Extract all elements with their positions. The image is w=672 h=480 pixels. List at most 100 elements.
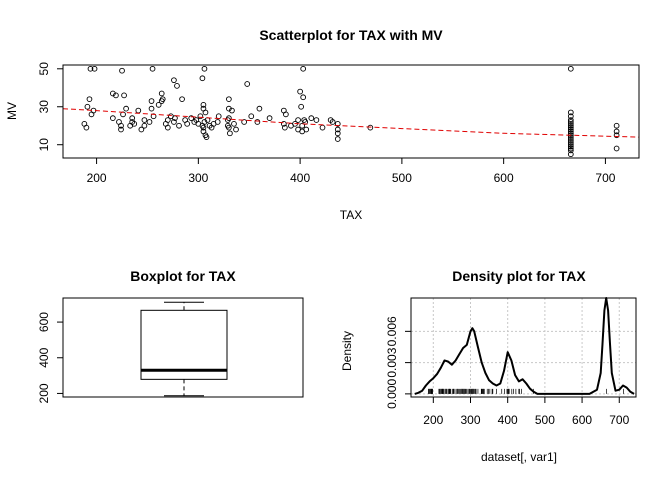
scatter-point — [567, 145, 574, 152]
scatter-point — [299, 122, 306, 129]
scatter-point — [233, 126, 239, 133]
scatter-point — [256, 105, 263, 112]
scatter-point — [567, 117, 574, 123]
scatter-point — [164, 117, 171, 123]
scatter-point — [280, 120, 287, 127]
density-x-tick-label: 300 — [460, 413, 480, 427]
scatter-point — [155, 102, 162, 108]
scatter-point — [300, 94, 307, 101]
scatter-axes: 200 300 400 500 600 700 10 30 50 — [37, 62, 616, 185]
scatter-point — [297, 88, 303, 95]
density-xlabel: dataset[, var1] — [481, 450, 557, 464]
density-x-tick-label: 600 — [572, 413, 592, 427]
density-frame — [410, 297, 637, 398]
scatter-point — [334, 126, 341, 133]
scatter-point — [135, 107, 142, 114]
scatter-point — [266, 115, 273, 121]
boxplot-axes: 200 400 600 — [37, 312, 63, 403]
density-x-tick-label: 400 — [498, 413, 518, 427]
density-y-tick-label: 0.000 — [385, 379, 399, 409]
scatter-point — [313, 117, 320, 123]
scatter-x-tick-label: 700 — [595, 171, 615, 185]
scatter-point — [188, 115, 195, 121]
scatter-point — [567, 122, 574, 129]
scatter-point — [184, 120, 191, 127]
scatter-point — [171, 77, 177, 84]
density-line — [414, 297, 635, 395]
boxplot-panel: Boxplot for TAX 200 400 600 — [37, 268, 304, 403]
scatter-point — [141, 122, 148, 129]
scatter-point — [567, 124, 574, 131]
scatter-point — [334, 120, 341, 127]
scatter-title: Scatterplot for TAX with MV — [259, 27, 443, 43]
scatter-point — [197, 113, 204, 120]
density-x-tick-label: 500 — [535, 413, 555, 427]
scatter-point — [214, 119, 221, 125]
scatter-x-tick-label: 300 — [188, 171, 208, 185]
density-curve — [414, 297, 635, 395]
scatter-point — [567, 65, 574, 72]
scatter-point — [241, 119, 247, 125]
scatter-point — [613, 122, 620, 129]
scatter-xlabel: TAX — [340, 208, 362, 222]
scatter-point — [567, 147, 574, 154]
scatter-point — [201, 65, 208, 72]
scatter-point — [86, 96, 93, 103]
scatter-point — [87, 65, 94, 72]
scatter-point — [229, 107, 235, 114]
scatter-point — [179, 96, 185, 103]
scatter-point — [329, 119, 336, 125]
scatter-point — [123, 105, 129, 112]
scatter-point — [176, 122, 182, 129]
scatter-y-tick-label: 50 — [37, 62, 51, 76]
scatter-point — [298, 103, 304, 110]
scatter-point — [282, 124, 288, 131]
scatter-point — [231, 120, 237, 127]
scatter-point — [567, 130, 574, 137]
density-y-tick-label: 0.003 — [385, 347, 399, 377]
density-x-tick-label: 200 — [423, 413, 443, 427]
scatter-point — [110, 115, 116, 121]
density-panel: Density plot for TAX dataset[, var1] Den… — [340, 268, 637, 464]
scatter-point — [334, 136, 341, 142]
scatter-point — [148, 98, 155, 104]
scatter-point — [567, 136, 574, 142]
scatter-point — [119, 67, 125, 74]
scatter-point — [567, 151, 574, 158]
boxplot-y-tick-label: 200 — [37, 383, 51, 403]
scatter-point — [567, 119, 574, 125]
scatter-point — [141, 117, 148, 123]
scatter-point — [227, 130, 233, 137]
scatter-point — [129, 115, 136, 121]
scatter-x-tick-label: 400 — [290, 171, 310, 185]
scatter-point — [226, 124, 232, 131]
boxplot-box — [140, 301, 228, 397]
scatter-x-tick-label: 200 — [87, 171, 107, 185]
scatter-point — [567, 141, 574, 148]
scatter-point — [158, 90, 165, 97]
scatterplot-panel: Scatterplot for TAX with MV TAX MV 200 30… — [5, 27, 640, 222]
scatter-point — [248, 113, 255, 120]
scatter-point — [567, 120, 574, 127]
scatter-point — [200, 102, 207, 108]
scatter-point — [226, 96, 232, 103]
scatter-y-tick-label: 10 — [37, 138, 51, 152]
scatter-point — [118, 122, 124, 129]
scatter-point — [613, 145, 620, 152]
scatter-point — [567, 128, 574, 135]
scatter-point — [367, 124, 374, 131]
scatter-point — [303, 126, 310, 133]
density-rug — [428, 388, 624, 394]
scatter-point — [567, 109, 574, 116]
scatter-point — [164, 124, 171, 131]
scatter-point — [200, 124, 207, 131]
scatter-point — [199, 75, 206, 82]
scatter-point — [613, 132, 620, 139]
scatter-y-tick-label: 30 — [37, 100, 51, 114]
scatter-point — [84, 103, 91, 110]
scatter-point — [300, 65, 307, 72]
scatter-point — [159, 96, 166, 103]
scatter-point — [567, 138, 574, 144]
scatter-point — [319, 124, 326, 131]
